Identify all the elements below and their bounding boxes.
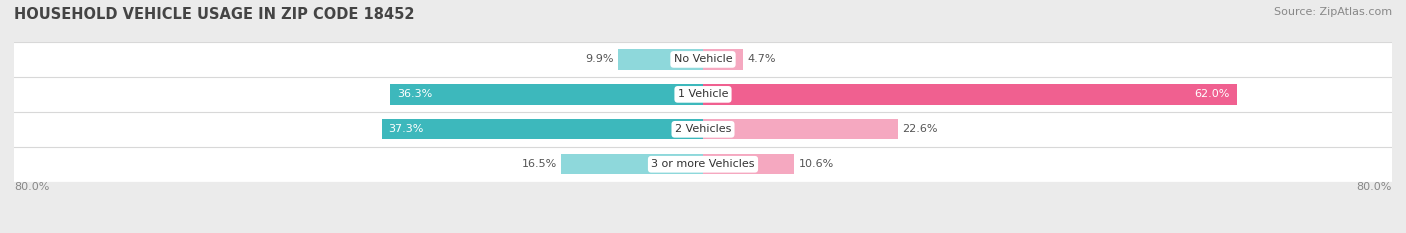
Bar xyxy=(703,49,744,69)
Text: HOUSEHOLD VEHICLE USAGE IN ZIP CODE 18452: HOUSEHOLD VEHICLE USAGE IN ZIP CODE 1845… xyxy=(14,7,415,22)
FancyBboxPatch shape xyxy=(14,77,1392,112)
Text: Source: ZipAtlas.com: Source: ZipAtlas.com xyxy=(1274,7,1392,17)
Text: 80.0%: 80.0% xyxy=(14,182,49,192)
Text: 37.3%: 37.3% xyxy=(388,124,425,134)
Bar xyxy=(617,49,703,69)
Bar xyxy=(382,119,703,139)
Bar xyxy=(703,154,794,174)
FancyBboxPatch shape xyxy=(14,42,1392,77)
Bar xyxy=(561,154,703,174)
Text: 62.0%: 62.0% xyxy=(1195,89,1230,99)
Text: 9.9%: 9.9% xyxy=(585,55,613,64)
Text: 36.3%: 36.3% xyxy=(398,89,433,99)
Text: 22.6%: 22.6% xyxy=(901,124,938,134)
FancyBboxPatch shape xyxy=(14,147,1392,182)
Text: 80.0%: 80.0% xyxy=(1357,182,1392,192)
Text: 4.7%: 4.7% xyxy=(748,55,776,64)
Text: No Vehicle: No Vehicle xyxy=(673,55,733,64)
Text: 3 or more Vehicles: 3 or more Vehicles xyxy=(651,159,755,169)
FancyBboxPatch shape xyxy=(14,112,1392,147)
Text: 10.6%: 10.6% xyxy=(799,159,834,169)
Text: 2 Vehicles: 2 Vehicles xyxy=(675,124,731,134)
Bar xyxy=(703,119,897,139)
Text: 16.5%: 16.5% xyxy=(522,159,557,169)
Text: 1 Vehicle: 1 Vehicle xyxy=(678,89,728,99)
Bar xyxy=(703,84,1237,105)
Bar xyxy=(391,84,703,105)
